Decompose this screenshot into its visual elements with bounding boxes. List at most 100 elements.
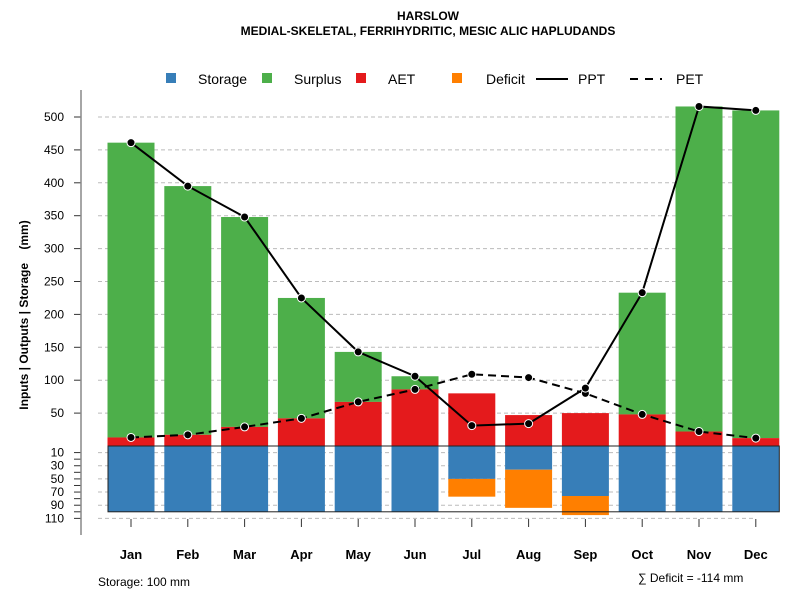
ppt-point [240, 212, 250, 222]
ppt-point [296, 293, 306, 303]
storage-tick-label: 50 [51, 472, 65, 486]
ppt-point [524, 419, 534, 429]
y-tick-label: 100 [44, 373, 64, 387]
x-tick-label: Aug [516, 547, 541, 562]
storage-tick-label: 70 [51, 485, 65, 499]
pet-point [410, 384, 420, 394]
aet-bar-nov [675, 431, 723, 446]
ppt-point [467, 421, 477, 431]
ppt-point [353, 347, 363, 357]
y-tick-label: 350 [44, 209, 64, 223]
storage-bar-jul [448, 446, 496, 479]
surplus-bar-apr [277, 297, 325, 419]
y-tick-label: 150 [44, 340, 64, 354]
surplus-bar-mar [221, 217, 269, 427]
aet-bar-mar [221, 426, 269, 446]
ppt-point [183, 181, 193, 191]
aet-bar-oct [618, 414, 666, 446]
pet-point [694, 427, 704, 437]
surplus-bar-jan [107, 142, 155, 438]
storage-legend-label: Storage [198, 71, 247, 87]
x-tick-label: Dec [744, 547, 768, 562]
chart-subtitle: MEDIAL-SKELETAL, FERRIHYDRITIC, MESIC AL… [241, 24, 616, 38]
storage-bar-nov [675, 446, 723, 512]
x-tick-label: May [346, 547, 372, 562]
aet-bar-apr [277, 418, 325, 446]
pet-point [240, 422, 250, 432]
deficit-bar-jul [448, 478, 496, 497]
ppt-point [637, 288, 647, 298]
aet-bar-may [334, 401, 382, 446]
surplus-bar-oct [618, 292, 666, 415]
pet-line [130, 373, 756, 440]
ppt-point [751, 105, 761, 115]
storage-bar-feb [164, 446, 212, 512]
deficit-bar-sep [561, 496, 609, 516]
aet-bar-feb [164, 434, 212, 446]
ppt-point [694, 101, 704, 111]
storage-bar-aug [505, 446, 553, 470]
pet-point [183, 430, 193, 440]
storage-tick-label: 90 [51, 498, 65, 512]
aet-bar-jul [448, 393, 496, 446]
deficit-bar-aug [505, 469, 553, 508]
deficit-note: ∑ Deficit = -114 mm [638, 571, 743, 585]
storage-tick-label: 10 [51, 446, 65, 460]
storage-bar-jan [107, 446, 155, 512]
storage-tick-label: 110 [45, 511, 64, 525]
y-axis-label: Inputs | Outputs | Storage (mm) [17, 220, 31, 409]
storage-bar-may [334, 446, 382, 512]
pet-point [637, 409, 647, 419]
surplus-legend-swatch [262, 73, 272, 83]
x-tick-label: Jan [120, 547, 142, 562]
storage-bar-dec [732, 446, 780, 512]
ppt-point [126, 138, 136, 148]
storage-legend-swatch [166, 73, 176, 83]
chart-title: HARSLOW [397, 9, 460, 23]
ppt-point [410, 371, 420, 381]
storage-bar-sep [561, 446, 609, 497]
pet-point [296, 413, 306, 423]
storage-frame [107, 445, 780, 513]
y-tick-label: 50 [51, 406, 65, 420]
surplus-bar-dec [732, 110, 780, 439]
aet-legend-swatch [356, 73, 366, 83]
y-tick-label: 300 [44, 242, 64, 256]
y-tick-label: 250 [44, 275, 64, 289]
ppt-line [130, 105, 756, 427]
surplus-bar-nov [675, 106, 723, 432]
y-tick-label: 450 [44, 143, 64, 157]
y-tick-label: 500 [44, 110, 64, 124]
x-tick-label: Sep [573, 547, 597, 562]
pet-point [751, 433, 761, 443]
x-tick-label: Jun [403, 547, 426, 562]
storage-bar-mar [221, 446, 269, 512]
deficit-legend-label: Deficit [486, 71, 525, 87]
x-tick-label: Jul [462, 547, 481, 562]
pet-point [353, 397, 363, 407]
ppt-point [580, 383, 590, 393]
x-tick-label: Feb [176, 547, 199, 562]
surplus-legend-label: Surplus [294, 71, 341, 87]
x-tick-label: Apr [290, 547, 312, 562]
pet-point [524, 373, 534, 383]
storage-tick-label: 30 [51, 459, 65, 473]
x-tick-label: Nov [687, 547, 712, 562]
surplus-bar-feb [164, 186, 212, 435]
aet-legend-label: AET [388, 71, 416, 87]
storage-bar-jun [391, 446, 439, 512]
surplus-bar-may [334, 351, 382, 402]
aet-bar-sep [561, 413, 609, 446]
y-tick-label: 200 [44, 307, 64, 321]
pet-point [126, 432, 136, 442]
storage-bar-oct [618, 446, 666, 512]
storage-bar-apr [277, 446, 325, 512]
y-tick-label: 400 [44, 176, 64, 190]
deficit-legend-swatch [452, 73, 462, 83]
aet-bar-jun [391, 389, 439, 446]
pet-legend-label: PET [676, 71, 704, 87]
x-tick-label: Mar [233, 547, 256, 562]
x-tick-label: Oct [631, 547, 653, 562]
